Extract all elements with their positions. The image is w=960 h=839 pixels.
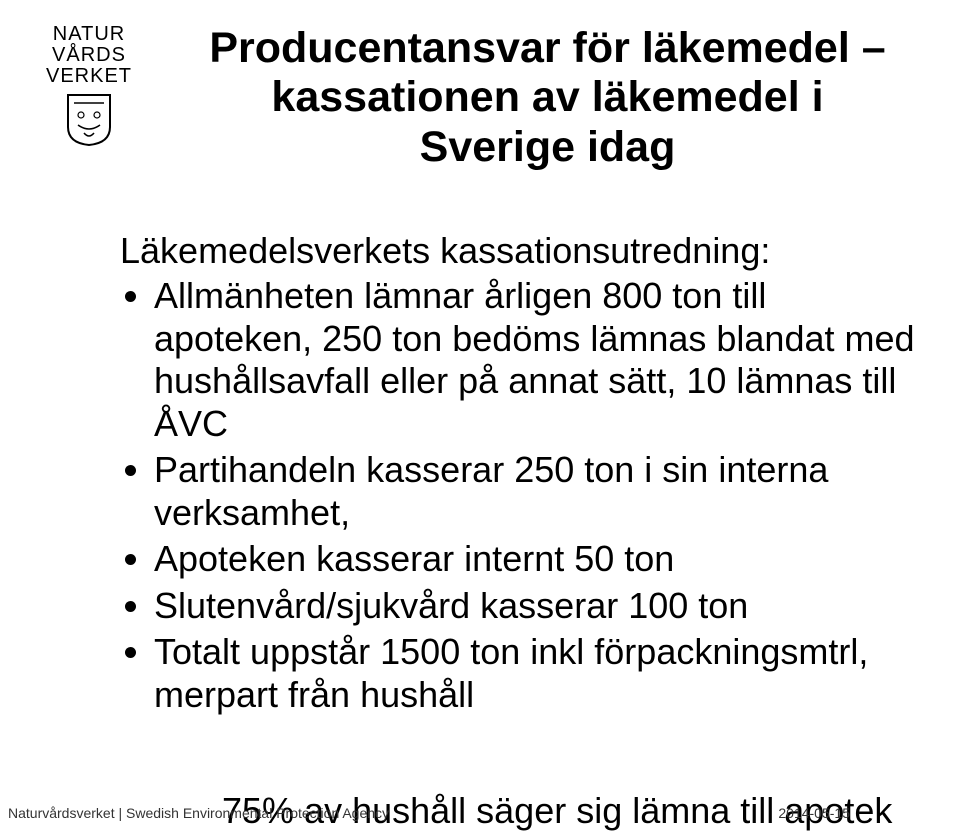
footer-date: 2014-05-15 <box>778 805 850 821</box>
slide: NATUR VÅRDS VERKET Producentansvar för l… <box>0 0 960 839</box>
bullet-item: Allmänheten lämnar årligen 800 ton till … <box>154 275 920 445</box>
footer-org: Naturvårdsverket | Swedish Environmental… <box>8 805 389 821</box>
bullet-item: Totalt uppstår 1500 ton inkl förpackning… <box>154 631 920 716</box>
bullet-list: Allmänheten lämnar årligen 800 ton till … <box>120 275 920 716</box>
bullet-item: Slutenvård/sjukvård kasserar 100 ton <box>154 585 920 627</box>
title-line-3: Sverige idag <box>420 123 676 171</box>
crest-icon <box>66 93 112 147</box>
logo-line-3: VERKET <box>46 65 132 87</box>
lead-text: Läkemedelsverkets kassationsutredning: <box>120 230 920 277</box>
slide-title: Producentansvar för läkemedel – kassatio… <box>165 24 930 172</box>
title-line-2: kassationen av läkemedel i <box>271 73 823 121</box>
logo-line-1: NATUR <box>53 23 125 45</box>
title-line-1: Producentansvar för läkemedel – <box>209 24 885 72</box>
logo-line-2: VÅRDS <box>52 44 126 66</box>
logo-text: NATUR VÅRDS VERKET <box>24 24 154 87</box>
slide-body: Läkemedelsverkets kassationsutredning: A… <box>120 230 920 720</box>
bullet-item: Partihandeln kasserar 250 ton i sin inte… <box>154 449 920 534</box>
agency-logo: NATUR VÅRDS VERKET <box>24 24 154 152</box>
bullet-item: Apoteken kasserar internt 50 ton <box>154 538 920 580</box>
